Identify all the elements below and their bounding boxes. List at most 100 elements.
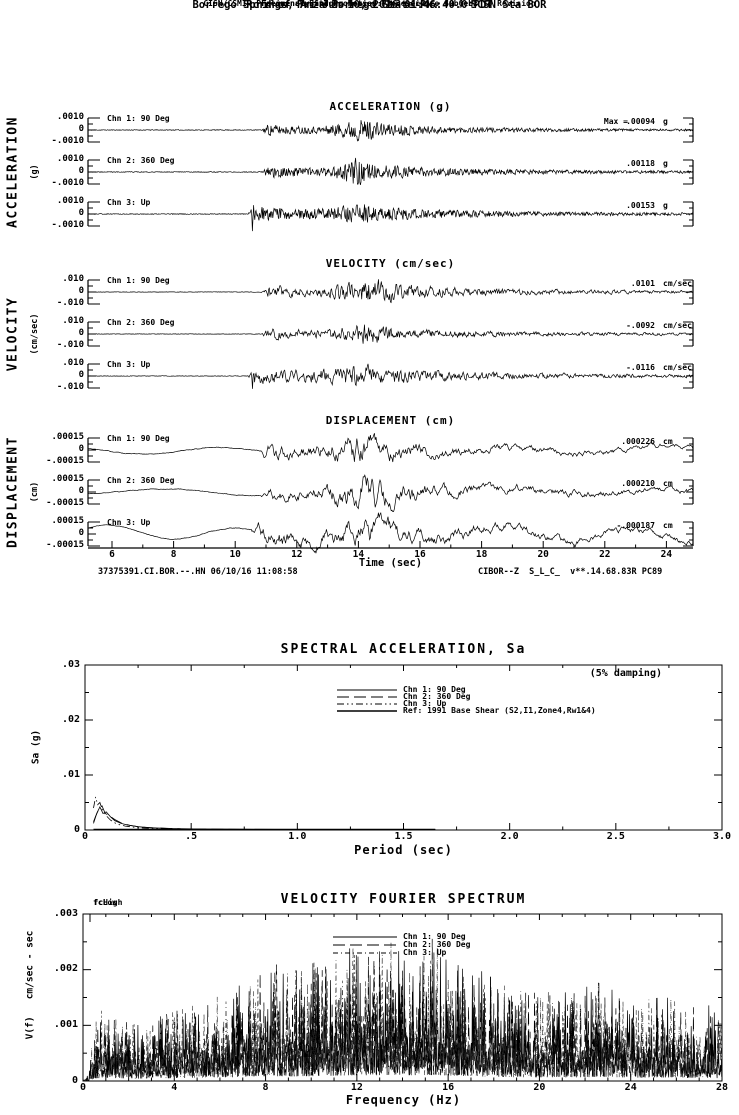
max-value-label: .00118 [626, 158, 655, 168]
y-tick-label: 0 [78, 124, 84, 135]
fourier-spectrum-trace [83, 942, 722, 1082]
station-title: Borrego Springs, Anza Borrego State Pk. … [192, 0, 547, 11]
fc-high-label: fcHigh [93, 897, 123, 907]
x-tick-label: 3.0 [712, 830, 732, 842]
processing-id-footer: CIBOR--Z S_L_C_ v**.14.68.83R PC89 [478, 567, 663, 577]
max-value-label: -.0116 [626, 362, 655, 372]
x-tick-label: 4 [171, 1081, 178, 1093]
time-tick-label: 8 [170, 548, 177, 560]
fc-low-label: fcLow [93, 897, 118, 907]
damping-annotation: (5% damping) [589, 668, 662, 679]
x-tick-label: 8 [262, 1081, 269, 1093]
x-tick-label: 1.5 [394, 830, 413, 842]
time-tick-label: 10 [229, 548, 241, 560]
legend-label: Chn 1: 90 Deg [403, 684, 466, 694]
x-tick-label: 1.0 [288, 830, 307, 842]
y-tick-label: 0 [78, 166, 84, 177]
seismogram-trace [88, 279, 693, 304]
y-tick-label: 0 [78, 444, 84, 455]
y-tick-label: 0 [78, 528, 84, 539]
max-units-label: cm [663, 520, 673, 530]
spectral-title: SPECTRAL ACCELERATION, Sa [280, 642, 527, 657]
seismogram-trace [87, 204, 693, 232]
channel-label: Chn 1: 90 Deg [107, 113, 170, 123]
y-tick-label: -.010 [56, 340, 84, 351]
y-tick-label: .001 [53, 1018, 78, 1030]
sa-axis-label: Sa (g) [30, 729, 42, 765]
y-tick-label: .010 [62, 358, 84, 369]
acceleration-panel-title: ACCELERATION (g) [329, 100, 452, 113]
channel-label: Chn 3: Up [107, 197, 151, 207]
seismogram-trace [87, 324, 694, 344]
max-value-label: .00094 [626, 116, 655, 126]
seismogram-trace [87, 512, 694, 554]
max-units-label: cm/sec [663, 320, 692, 330]
max-units-label: cm [663, 436, 673, 446]
displacement-axis-label: DISPLACEMENT [5, 436, 21, 548]
x-tick-label: 28 [715, 1081, 729, 1093]
record-datetime: Rcrd of Fri Jun 10, 2016 01:46:40.0 PDT [246, 0, 493, 11]
seismogram-trace [87, 157, 694, 185]
time-tick-label: 16 [414, 548, 426, 560]
channel-label: Chn 3: Up [107, 517, 151, 527]
y-tick-label: .01 [61, 768, 80, 780]
max-value-label: .0101 [630, 278, 655, 288]
time-tick-label: 22 [599, 548, 611, 560]
spectral-curve [93, 796, 436, 831]
x-tick-label: 2.5 [606, 830, 625, 842]
y-tick-label: .0010 [56, 154, 84, 165]
max-units-label: g [663, 158, 668, 168]
time-axis-label: Time (sec) [358, 557, 423, 569]
channel-label: Chn 2: 360 Deg [107, 155, 175, 165]
time-tick-label: 18 [475, 548, 488, 560]
y-tick-label: 0 [78, 208, 84, 219]
x-tick-label: 0 [81, 830, 89, 842]
seismogram-trace [88, 433, 694, 463]
time-tick-label: 14 [352, 548, 365, 560]
y-tick-label: .00015 [51, 474, 84, 485]
max-value-label: .00153 [626, 200, 655, 210]
max-value-label: .000210 [621, 478, 655, 488]
record-id-footer: 37375391.CI.BOR.--.HN 06/10/16 11:08:58 [98, 567, 298, 577]
max-value-label: -.0092 [626, 320, 655, 330]
fourier-title: VELOCITY FOURIER SPECTRUM [280, 892, 527, 907]
y-tick-label: -.010 [56, 298, 84, 309]
x-tick-label: 12 [350, 1081, 363, 1093]
x-tick-label: 2.0 [500, 830, 519, 842]
max-value-label: .000226 [621, 436, 655, 446]
x-tick-label: .5 [185, 830, 198, 842]
period-axis-label: Period (sec) [354, 843, 453, 857]
max-value-label: -.000187 [616, 520, 655, 530]
y-tick-label: -.00015 [46, 456, 84, 467]
channel-label: Chn 1: 90 Deg [107, 275, 170, 285]
acceleration-axis-units: (g) [29, 164, 40, 180]
x-tick-label: 0 [79, 1081, 87, 1093]
max-prefix-label: Max = [603, 116, 628, 126]
y-tick-label: .00015 [51, 516, 84, 527]
channel-label: Chn 3: Up [107, 359, 151, 369]
legend-label: Chn 3: Up [403, 947, 447, 957]
y-tick-label: .02 [61, 713, 80, 725]
legend-label: Chn 2: 360 Deg [403, 691, 471, 701]
x-tick-label: 20 [533, 1081, 546, 1093]
x-tick-label: 24 [624, 1081, 637, 1093]
processing-note: CISN/CSMIP Preliminary Strong Motion Pro… [203, 0, 536, 8]
max-units-label: cm [663, 478, 673, 488]
velocity-axis-units: (cm/sec) [29, 313, 40, 355]
y-tick-label: .003 [53, 907, 78, 919]
y-tick-label: 0 [78, 328, 84, 339]
velocity-panel-title: VELOCITY (cm/sec) [325, 257, 456, 270]
y-tick-label: .002 [53, 963, 78, 975]
y-tick-label: .00015 [51, 432, 84, 443]
time-tick-label: 24 [660, 548, 673, 560]
spectral-curve [93, 805, 436, 831]
y-tick-label: .0010 [56, 112, 84, 123]
channel-label: Chn 2: 360 Deg [107, 317, 175, 327]
frequency-band-note: Frequency Band Processed: 3.3 secs to 40… [261, 0, 478, 8]
y-tick-label: .03 [61, 658, 80, 670]
max-units-label: cm/sec [663, 362, 692, 372]
y-tick-label: -.00015 [46, 498, 84, 509]
y-tick-label: -.010 [56, 382, 84, 393]
y-tick-label: -.00015 [46, 540, 84, 551]
